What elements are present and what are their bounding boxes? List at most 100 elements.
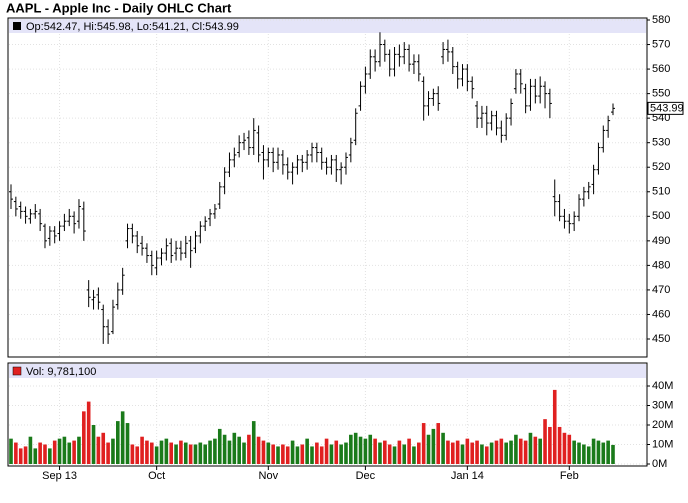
volume-bar	[334, 440, 339, 464]
volume-bar	[247, 434, 251, 464]
volume-bar	[470, 442, 475, 464]
volume-bar	[436, 423, 441, 464]
volume-bar	[392, 446, 397, 464]
volume-header	[9, 364, 646, 378]
volume-bar	[572, 440, 576, 464]
volume-bar	[373, 438, 377, 464]
volume-bar	[324, 438, 329, 464]
y-tick-label: 20M	[652, 419, 673, 431]
volume-bar	[276, 446, 280, 464]
volume-bar	[237, 436, 241, 464]
volume-bar	[222, 434, 227, 464]
y-tick-label: 510	[652, 186, 670, 198]
volume-bar	[397, 440, 402, 464]
volume-bar	[43, 444, 47, 464]
volume-bar	[349, 434, 353, 464]
volume-bar	[213, 438, 217, 464]
volume-bar	[426, 434, 431, 464]
volume-bar	[9, 438, 13, 464]
volume-bar	[227, 440, 232, 464]
price-icon	[13, 22, 21, 30]
volume-bar	[441, 432, 445, 464]
volume-bar	[421, 423, 426, 464]
volume-bar	[577, 442, 581, 464]
y-tick-label: 450	[652, 333, 670, 345]
volume-bar	[557, 426, 562, 464]
volume-bar	[164, 438, 169, 464]
y-tick-label: 470	[652, 284, 670, 296]
volume-bar	[460, 444, 465, 464]
volume-bar	[62, 436, 67, 464]
volume-bar	[52, 440, 57, 464]
volume-bar	[91, 425, 96, 464]
volume-bar	[232, 432, 237, 464]
y-tick-label: 500	[652, 210, 670, 222]
volume-bar	[256, 436, 261, 464]
volume-bar	[591, 438, 596, 464]
last-price-box	[647, 101, 684, 115]
volume-bar	[562, 432, 567, 464]
volume-bar	[315, 442, 319, 464]
price-panel	[7, 17, 648, 358]
volume-bar	[528, 432, 533, 464]
y-tick-label: 570	[652, 38, 670, 50]
volume-bar	[339, 444, 343, 464]
volume-bar	[38, 442, 42, 464]
volume-bar	[57, 438, 62, 464]
price-header	[9, 19, 646, 33]
volume-bar	[310, 446, 314, 464]
volume-bar	[465, 438, 470, 464]
volume-bar	[431, 428, 436, 464]
y-tick-label: 560	[652, 63, 670, 75]
volume-bar	[106, 442, 110, 464]
x-tick-label: Jan 14	[451, 470, 484, 482]
y-tick-label: 10M	[652, 438, 673, 450]
volume-bar	[159, 440, 164, 464]
volume-bar	[363, 438, 368, 464]
volume-bar	[450, 442, 455, 464]
volume-bar	[208, 440, 212, 464]
volume-bar	[281, 444, 285, 464]
volume-bar	[552, 389, 557, 464]
volume-bar	[353, 432, 358, 464]
volume-bar	[567, 434, 572, 464]
chart-title: AAPL - Apple Inc - Daily OHLC Chart	[6, 0, 232, 15]
volume-bar	[378, 442, 382, 464]
volume-bar	[489, 442, 494, 464]
volume-bar	[606, 440, 610, 464]
y-tick-label: 490	[652, 235, 670, 247]
volume-bar	[358, 436, 363, 464]
volume-bar	[548, 426, 552, 464]
x-tick-label: Dec	[356, 470, 376, 482]
volume-bar	[533, 436, 538, 464]
ohlc-label: Op:542.47, Hi:545.98, Lo:541.21, Cl:543.…	[26, 21, 239, 33]
volume-bar	[271, 444, 275, 464]
y-tick-label: 480	[652, 259, 670, 271]
y-tick-label: 550	[652, 88, 670, 100]
volume-bar	[484, 446, 489, 464]
volume-bar	[188, 444, 193, 464]
volume-bar	[193, 444, 198, 464]
volume-bar	[295, 446, 300, 464]
volume-bar	[179, 440, 183, 464]
x-tick-label: Sep 13	[42, 470, 77, 482]
volume-bar	[14, 442, 18, 464]
volume-bar	[368, 434, 373, 464]
volume-bar	[266, 442, 271, 464]
last-price-label: 543.99	[650, 102, 684, 114]
volume-bar	[111, 438, 115, 464]
volume-bar	[48, 448, 52, 464]
volume-bar	[446, 440, 450, 464]
volume-bar	[72, 440, 76, 464]
volume-icon	[12, 366, 22, 376]
volume-bar	[586, 446, 591, 464]
y-tick-label: 540	[652, 112, 670, 124]
volume-bar	[319, 446, 324, 464]
volume-bar	[198, 442, 203, 464]
volume-bar	[261, 440, 266, 464]
volume-bar	[402, 444, 407, 464]
volume-bar	[499, 438, 504, 464]
volume-bar	[130, 444, 135, 464]
volume-bar	[290, 440, 295, 464]
